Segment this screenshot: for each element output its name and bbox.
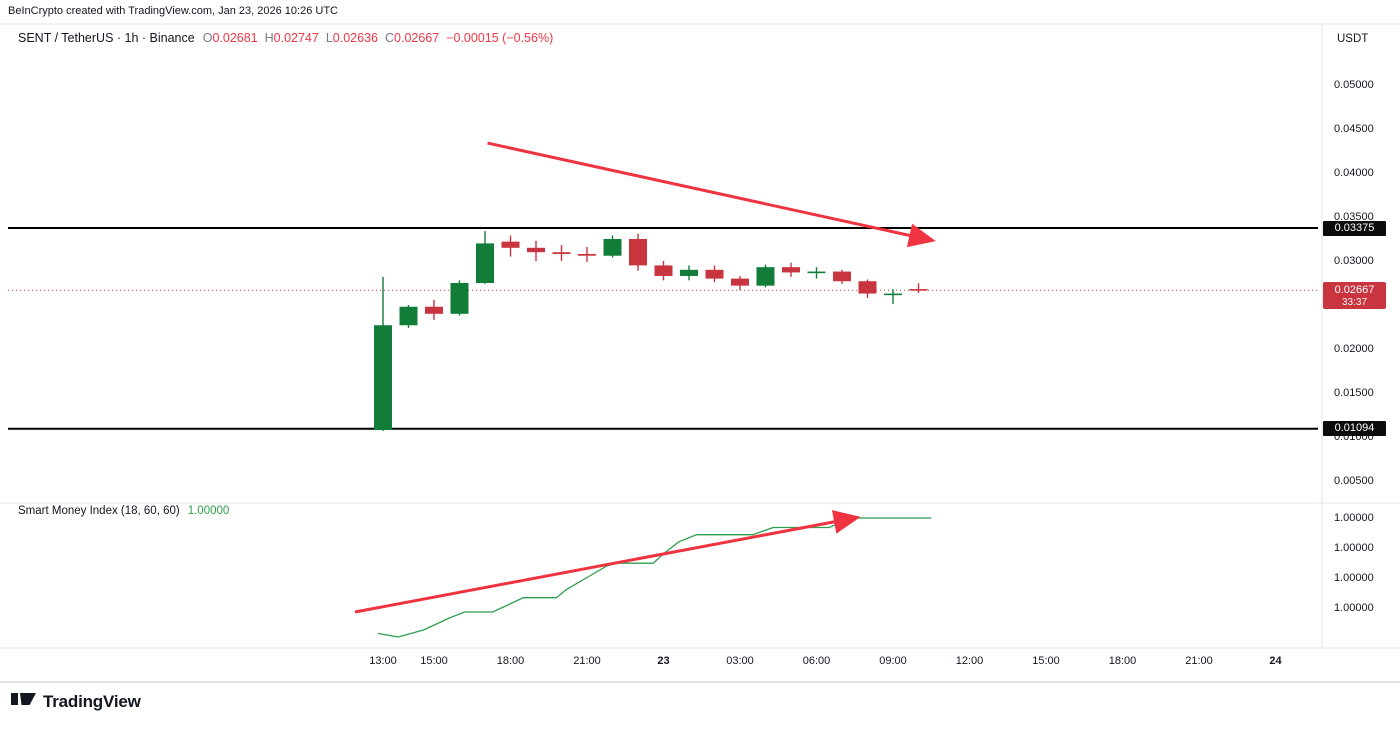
attribution-text: BeInCrypto created with TradingView.com,… <box>8 5 338 17</box>
smi-value: 1.00000 <box>187 505 230 517</box>
ohlc-values: O0.02681 H0.02747 L0.02636 C0.02667 <box>203 31 447 45</box>
ohlc-item: L0.02636 <box>325 31 378 45</box>
ohlc-item: C0.02667 <box>384 31 440 45</box>
footer: TradingView <box>10 689 141 714</box>
tradingview-brand[interactable]: TradingView <box>43 691 141 711</box>
currency-label: USDT <box>1337 33 1369 45</box>
smi-title[interactable]: Smart Money Index (18, 60, 60) <box>18 505 180 517</box>
ohlc-item: O0.02681 <box>202 31 258 45</box>
chart-canvas[interactable] <box>0 0 1400 683</box>
tradingview-logo-icon <box>10 689 36 714</box>
ohlc-item: H0.02747 <box>264 31 319 45</box>
chart-header: SENT / TetherUS · 1h · Binance O0.02681 H0… <box>18 31 553 45</box>
symbol-title[interactable]: SENT / TetherUS · 1h · Binance <box>18 31 195 45</box>
price-change: −0.00015 (−0.56%) <box>446 31 554 45</box>
smi-header: Smart Money Index (18, 60, 60) 1.00000 <box>18 505 229 517</box>
